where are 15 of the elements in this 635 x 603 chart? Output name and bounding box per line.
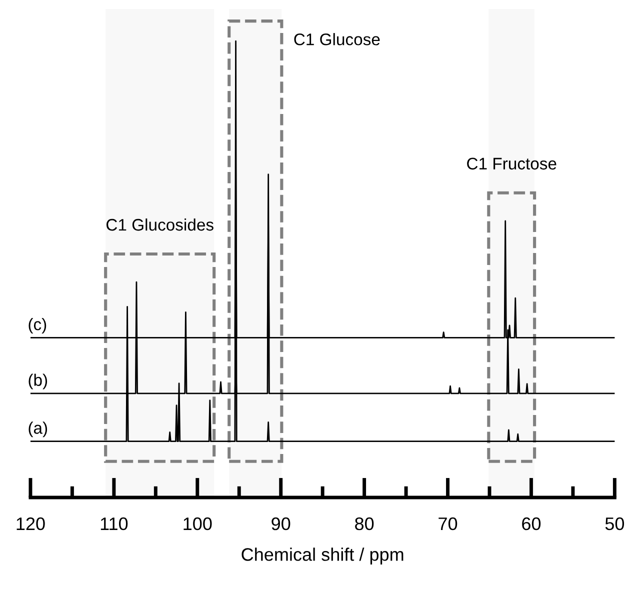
x-tick-label: 90 bbox=[272, 517, 290, 530]
series-label: (a) bbox=[28, 422, 48, 438]
x-tick-label: 60 bbox=[522, 517, 541, 530]
series-label: (b) bbox=[28, 374, 48, 390]
band-label: C1 Glucosides bbox=[106, 218, 214, 231]
band-label: C1 Fructose bbox=[467, 158, 556, 170]
series-label: (c) bbox=[28, 318, 46, 334]
x-tick-label: 70 bbox=[438, 517, 458, 530]
band-label: C1 Glucose bbox=[294, 33, 380, 46]
x-tick-label: 120 bbox=[16, 517, 45, 530]
x-tick-label: 50 bbox=[605, 517, 624, 530]
x-tick-label: 80 bbox=[355, 517, 374, 530]
x-tick-label: 110 bbox=[100, 517, 128, 530]
x-axis-title: Chemical shift / ppm bbox=[242, 548, 404, 564]
x-tick-label: 100 bbox=[184, 517, 212, 530]
